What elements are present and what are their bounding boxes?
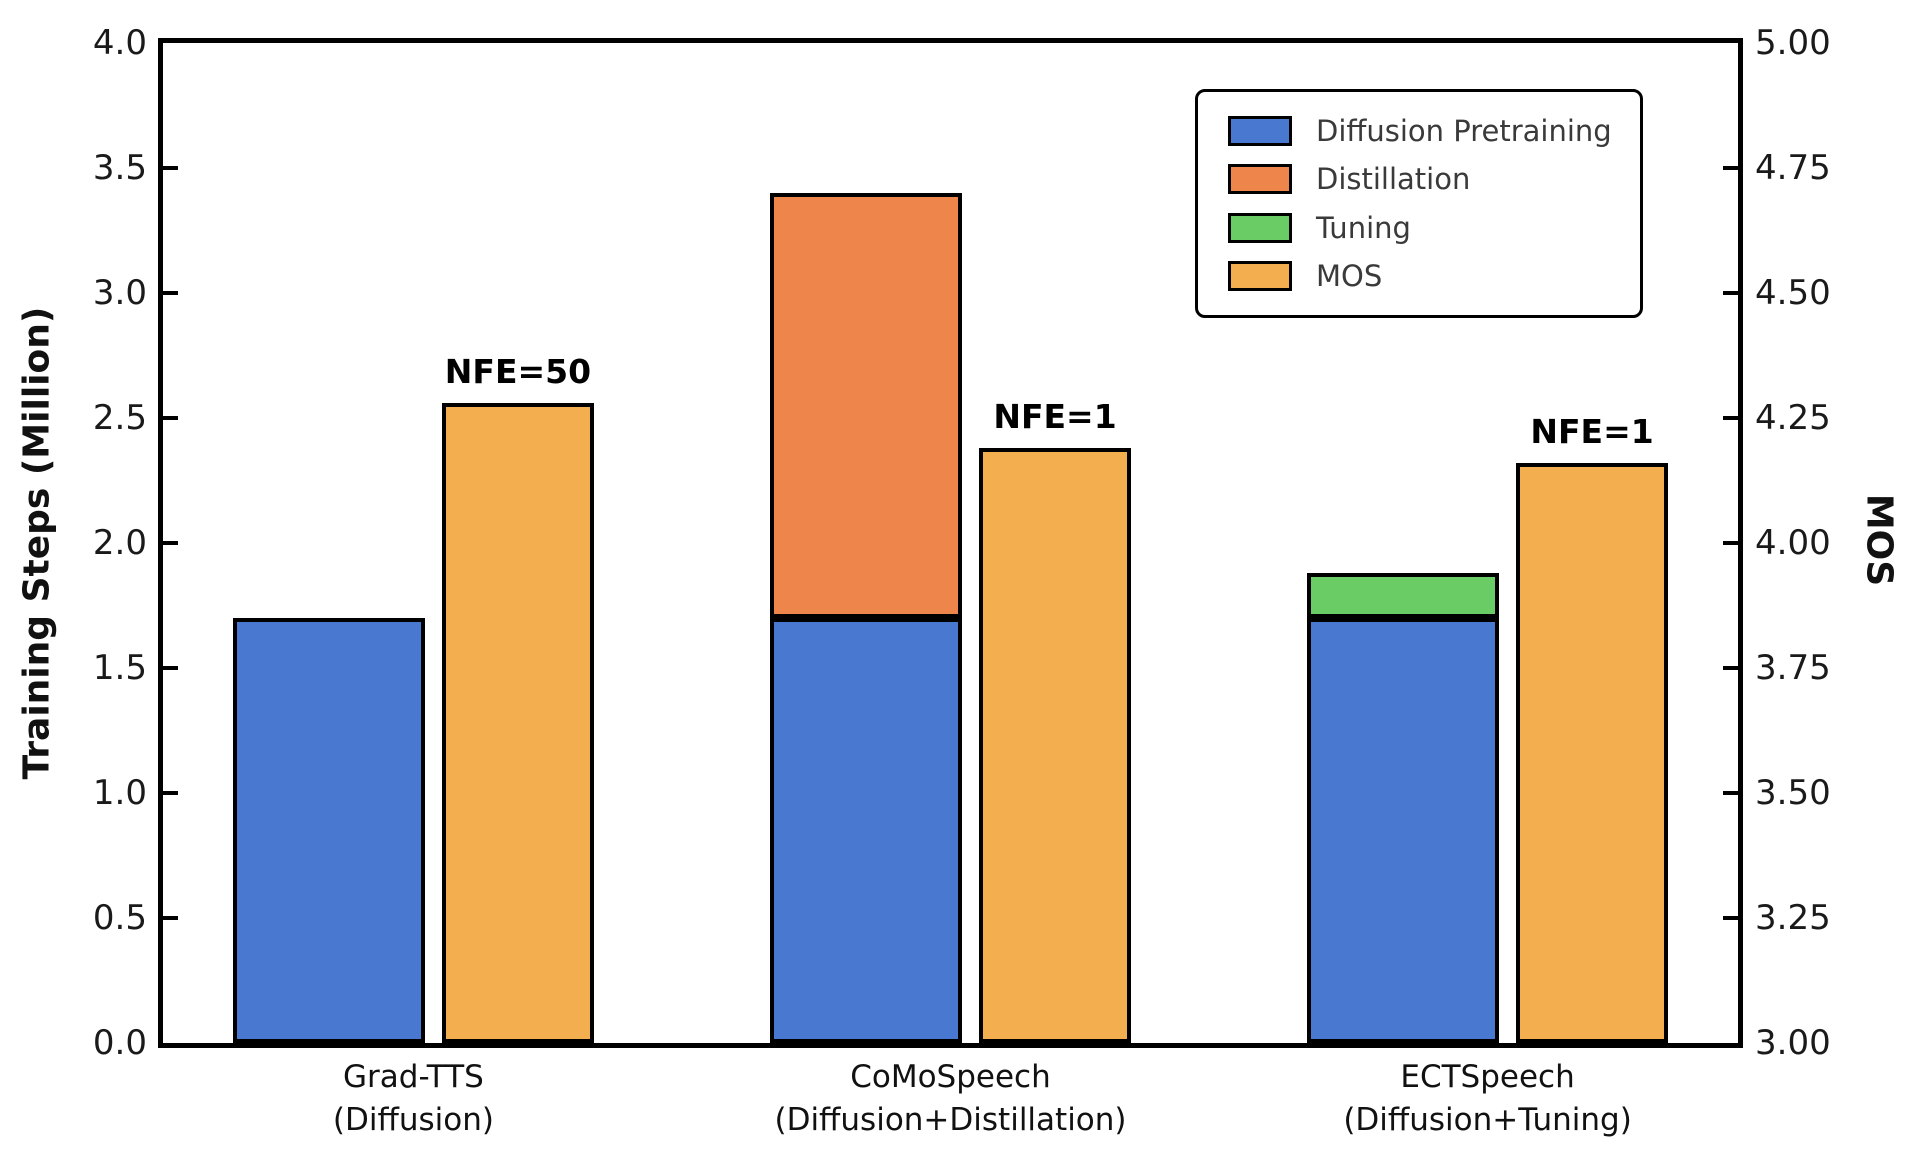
x-category-line2: (Diffusion+Distillation) bbox=[774, 1102, 1127, 1138]
x-category-line1: ECTSpeech bbox=[1400, 1059, 1575, 1095]
bar-segment-tuning bbox=[1307, 573, 1500, 618]
left-tick-label: 1.0 bbox=[92, 773, 147, 813]
nfe-annotation: NFE=1 bbox=[1530, 412, 1654, 451]
left-tick-mark bbox=[163, 666, 178, 670]
left-tick-label: 4.0 bbox=[92, 23, 147, 63]
left-tick-mark bbox=[163, 541, 178, 545]
right-tick-label: 4.50 bbox=[1755, 273, 1831, 313]
right-tick-mark bbox=[1723, 791, 1738, 795]
left-tick-label: 0.5 bbox=[92, 898, 147, 938]
x-category-label: CoMoSpeech (Diffusion+Distillation) bbox=[774, 1056, 1126, 1142]
left-tick-label: 2.5 bbox=[92, 398, 147, 438]
right-tick-label: 3.75 bbox=[1755, 648, 1831, 688]
bar-mos bbox=[441, 403, 594, 1043]
right-tick-label: 4.25 bbox=[1755, 398, 1831, 438]
left-tick-label: 3.5 bbox=[92, 148, 147, 188]
right-tick-mark bbox=[1723, 166, 1738, 170]
legend: Diffusion Pretraining Distillation Tuning M… bbox=[1195, 89, 1643, 318]
left-tick-label: 3.0 bbox=[92, 273, 147, 313]
bar-segment-distillation bbox=[770, 193, 962, 618]
legend-item: Tuning bbox=[1228, 212, 1640, 244]
x-category-label: Grad-TTS (Diffusion) bbox=[333, 1056, 494, 1142]
legend-label: Distillation bbox=[1316, 162, 1471, 197]
x-category-line1: Grad-TTS bbox=[343, 1059, 484, 1095]
legend-label: Diffusion Pretraining bbox=[1316, 113, 1612, 148]
bar-segment-diffusion-pretraining bbox=[770, 618, 962, 1043]
legend-item: MOS bbox=[1228, 260, 1640, 292]
right-tick-mark bbox=[1723, 541, 1738, 545]
right-tick-label: 3.25 bbox=[1755, 898, 1831, 938]
left-tick-mark bbox=[163, 916, 178, 920]
legend-swatch bbox=[1228, 212, 1292, 243]
left-tick-mark bbox=[163, 291, 178, 295]
left-tick-mark bbox=[163, 791, 178, 795]
right-tick-label: 5.00 bbox=[1755, 23, 1831, 63]
bar-segment-diffusion-pretraining bbox=[232, 618, 425, 1043]
right-axis-title: MOS bbox=[1858, 493, 1900, 587]
plot-inner bbox=[163, 43, 1738, 1043]
right-tick-mark bbox=[1723, 916, 1738, 920]
left-axis-title: Training Steps (Million) bbox=[16, 306, 58, 780]
legend-swatch bbox=[1228, 261, 1292, 292]
nfe-annotation: NFE=50 bbox=[444, 352, 592, 391]
x-category-line2: (Diffusion+Tuning) bbox=[1343, 1102, 1632, 1138]
left-tick-mark bbox=[163, 416, 178, 420]
right-tick-mark bbox=[1723, 666, 1738, 670]
plot-area bbox=[158, 38, 1743, 1048]
left-tick-label: 1.5 bbox=[92, 648, 147, 688]
left-tick-label: 0.0 bbox=[92, 1023, 147, 1063]
right-tick-mark bbox=[1723, 416, 1738, 420]
legend-swatch bbox=[1228, 164, 1292, 195]
legend-item: Diffusion Pretraining bbox=[1228, 115, 1640, 147]
x-category-line1: CoMoSpeech bbox=[850, 1059, 1051, 1095]
right-tick-label: 4.00 bbox=[1755, 523, 1831, 563]
x-category-line2: (Diffusion) bbox=[332, 1102, 494, 1138]
nfe-annotation: NFE=1 bbox=[993, 397, 1117, 436]
bar-mos bbox=[979, 448, 1131, 1043]
bar-mos bbox=[1516, 463, 1669, 1043]
legend-label: Tuning bbox=[1316, 210, 1411, 245]
x-category-label: ECTSpeech (Diffusion+Tuning) bbox=[1343, 1056, 1632, 1142]
legend-label: MOS bbox=[1316, 259, 1383, 294]
right-tick-mark bbox=[1723, 291, 1738, 295]
legend-swatch bbox=[1228, 115, 1292, 146]
right-tick-label: 3.00 bbox=[1755, 1023, 1831, 1063]
right-tick-label: 3.50 bbox=[1755, 773, 1831, 813]
left-tick-mark bbox=[163, 166, 178, 170]
left-tick-label: 2.0 bbox=[92, 523, 147, 563]
bar-segment-diffusion-pretraining bbox=[1307, 618, 1500, 1043]
right-tick-label: 4.75 bbox=[1755, 148, 1831, 188]
legend-item: Distillation bbox=[1228, 163, 1640, 195]
